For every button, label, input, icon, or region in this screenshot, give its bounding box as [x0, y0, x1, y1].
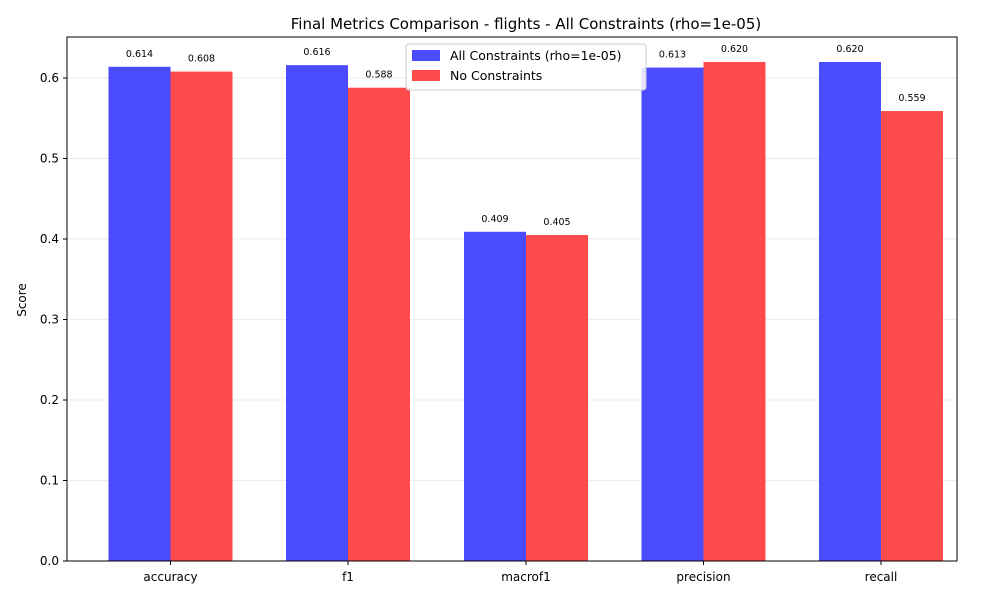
bar-value-label: 0.405 [543, 217, 570, 228]
bar [881, 111, 943, 561]
y-tick-label: 0.1 [40, 474, 59, 488]
bar [348, 87, 410, 561]
chart-title: Final Metrics Comparison - flights - All… [291, 15, 761, 33]
bar-value-label: 0.616 [303, 47, 330, 58]
bar [286, 65, 348, 561]
bar [108, 66, 171, 562]
y-tick-label: 0.3 [40, 313, 59, 327]
legend-swatch [412, 70, 440, 81]
legend-entry: All Constraints (rho=1e-05) [450, 48, 622, 63]
y-axis-ticks: 0.0 0.1 0.2 0.3 0.4 0.5 0.6 [40, 71, 67, 568]
legend: All Constraints (rho=1e-05) No Constraint… [405, 43, 647, 91]
bar-value-label: 0.608 [188, 54, 215, 65]
bar-value-label: 0.613 [659, 50, 686, 61]
x-tick-label: accuracy [143, 570, 197, 584]
y-tick-label: 0.0 [40, 554, 59, 568]
y-axis-label: Score [15, 283, 29, 317]
bar [526, 235, 588, 561]
bar-value-label: 0.620 [836, 44, 863, 55]
legend-swatch [412, 50, 440, 61]
x-tick-label: macrof1 [501, 570, 551, 584]
y-tick-label: 0.4 [40, 232, 59, 246]
y-tick-label: 0.6 [40, 71, 59, 85]
x-tick-label: precision [676, 570, 730, 584]
bar-value-label: 0.409 [481, 214, 508, 225]
bar-value-label: 0.559 [898, 93, 925, 104]
bar-value-label: 0.588 [365, 70, 392, 81]
bar [703, 61, 766, 561]
x-tick-label: f1 [342, 570, 354, 584]
y-tick-label: 0.2 [40, 393, 59, 407]
y-tick-label: 0.5 [40, 152, 59, 166]
x-axis-ticks: accuracy f1 macrof1 precision recall [143, 561, 897, 584]
legend-entry: No Constraints [450, 68, 542, 83]
legend-box [405, 43, 647, 91]
plot-frame [66, 36, 958, 562]
bars [108, 61, 943, 562]
bar-value-label: 0.614 [126, 49, 153, 60]
bar [819, 61, 881, 561]
bar [464, 231, 526, 561]
bar [170, 71, 233, 562]
bar-value-label: 0.620 [721, 44, 748, 55]
data-labels: 0.614 0.616 0.409 0.613 0.620 0.608 0.588 0.405… [126, 44, 926, 228]
x-tick-label: recall [865, 570, 898, 584]
bar [641, 67, 704, 561]
